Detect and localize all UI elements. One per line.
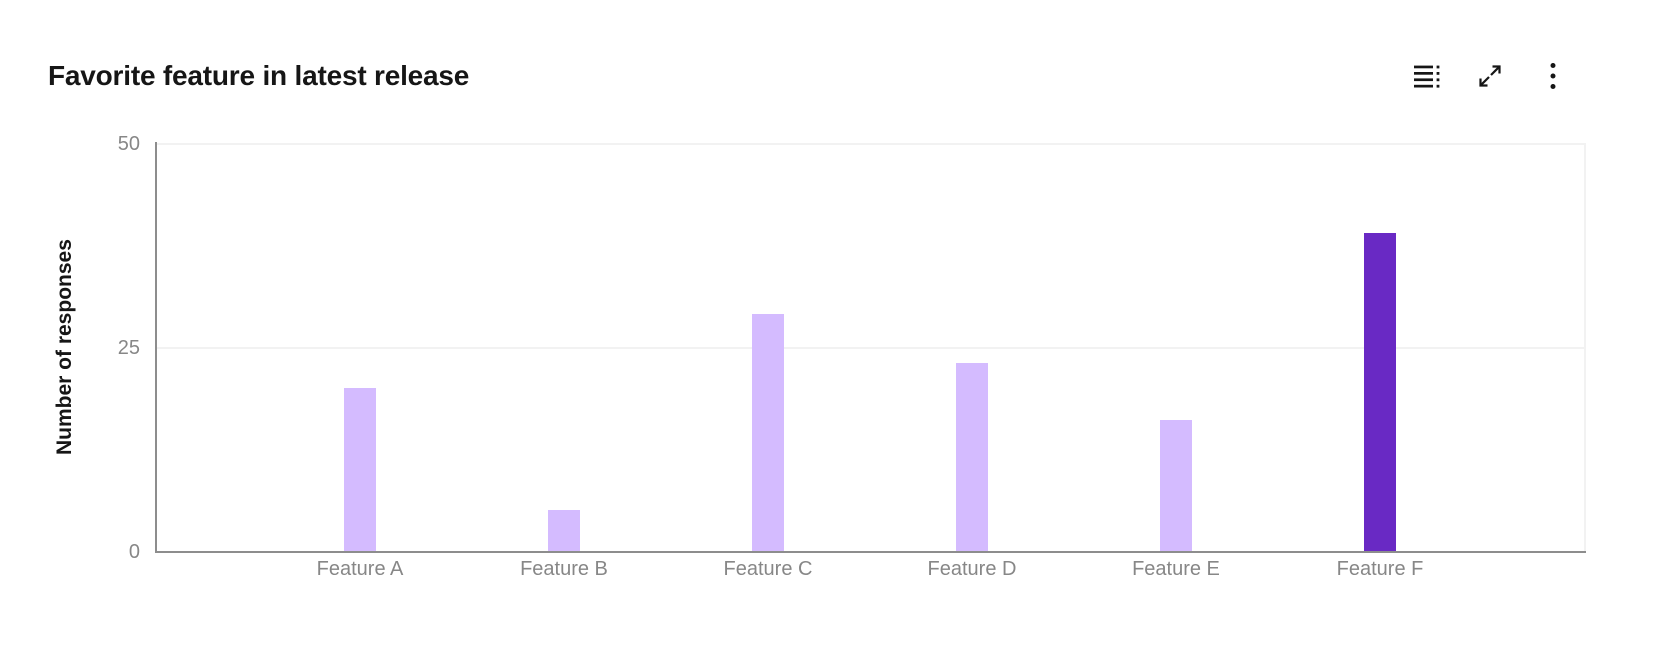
y-axis-line (155, 142, 157, 553)
bar-feature-c[interactable] (752, 314, 784, 551)
expand-icon (1475, 61, 1505, 91)
bar-feature-d[interactable] (956, 363, 988, 551)
bar-feature-e[interactable] (1160, 420, 1192, 551)
data-table-icon (1412, 61, 1442, 91)
x-tick-label-feature-b: Feature B (520, 558, 608, 580)
x-axis-line (155, 551, 1586, 553)
chart-toolbar (1407, 56, 1573, 96)
y-gridline-25 (156, 347, 1584, 349)
expand-button[interactable] (1470, 56, 1510, 96)
x-tick-label-feature-e: Feature E (1132, 558, 1220, 580)
x-tick-label-feature-a: Feature A (316, 558, 404, 580)
bar-feature-f[interactable] (1364, 232, 1396, 551)
show-data-table-button[interactable] (1407, 56, 1447, 96)
x-tick-label-feature-c: Feature C (723, 558, 813, 580)
overflow-menu-icon (1538, 61, 1568, 91)
x-tick-label-feature-d: Feature D (927, 558, 1017, 580)
plot-right-border (1584, 143, 1586, 553)
x-tick-label-feature-f: Feature F (1336, 558, 1424, 580)
y-gridline-50 (156, 143, 1584, 145)
overflow-menu-button[interactable] (1533, 56, 1573, 96)
chart-title: Favorite feature in latest release (48, 60, 470, 91)
y-tick-label-25: 25 (117, 337, 140, 359)
y-tick-label-50: 50 (117, 133, 140, 155)
bar-feature-a[interactable] (344, 387, 376, 551)
bar-feature-b[interactable] (548, 510, 580, 551)
y-tick-label-0: 0 (128, 541, 140, 563)
